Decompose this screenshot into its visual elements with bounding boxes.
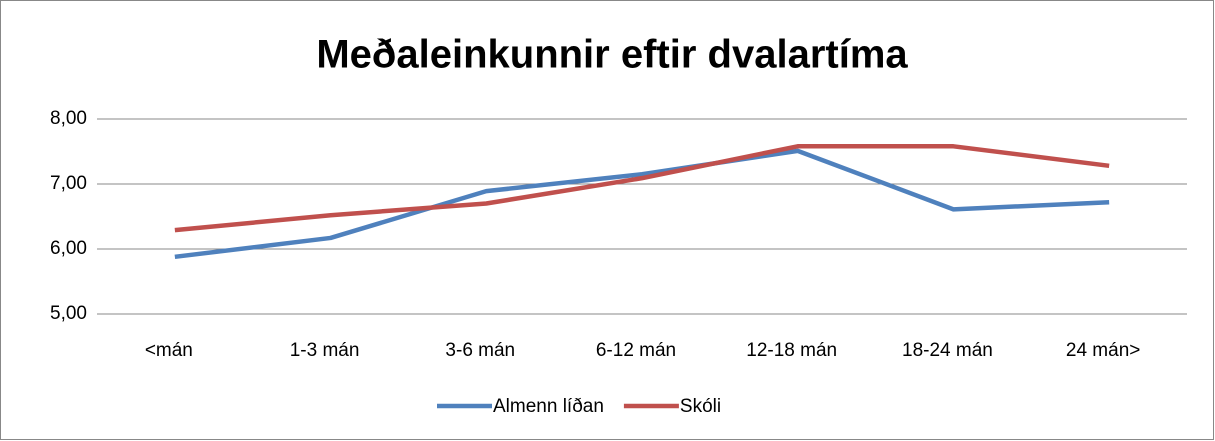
x-tick-label: <mán <box>145 340 193 361</box>
x-tick-label: 18-24 mán <box>902 340 993 361</box>
legend-label: Almenn líðan <box>493 396 604 417</box>
x-tick-label: 24 mán> <box>1066 340 1140 361</box>
chart-title: Meðaleinkunnir eftir dvalartíma <box>316 33 908 77</box>
x-tick-label: 6-12 mán <box>596 340 676 361</box>
x-tick-label: 12-18 mán <box>746 340 837 361</box>
series-line <box>174 144 1110 233</box>
y-tick-label: 8,00 <box>50 108 87 129</box>
legend-label: Skóli <box>680 396 721 417</box>
series-line <box>174 148 1110 260</box>
x-tick-label: 1-3 mán <box>290 340 360 361</box>
y-tick-label: 7,00 <box>50 173 87 194</box>
y-tick-label: 6,00 <box>50 238 87 259</box>
y-tick-label: 5,00 <box>50 303 87 324</box>
x-tick-label: 3-6 mán <box>445 340 515 361</box>
